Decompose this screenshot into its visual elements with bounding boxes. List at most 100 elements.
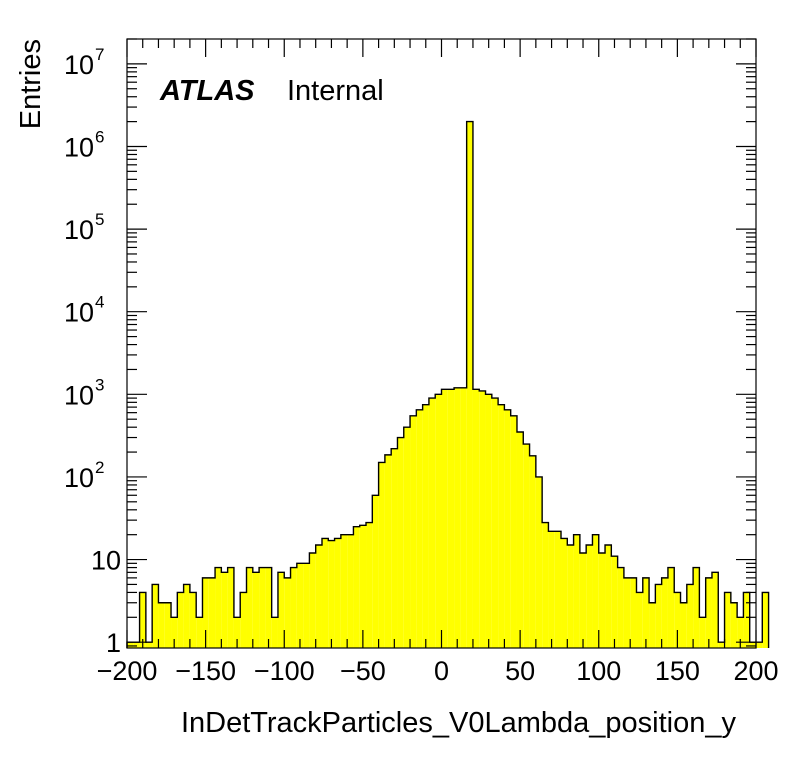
histogram-bin xyxy=(592,534,599,648)
histogram-bin xyxy=(498,404,505,648)
histogram-bin xyxy=(447,389,455,648)
y-tick-label: 10 xyxy=(64,463,94,493)
histogram-bin xyxy=(189,592,197,648)
x-tick-label: −150 xyxy=(175,656,236,686)
histogram-bin xyxy=(510,415,517,648)
histogram-bin xyxy=(686,584,694,648)
histogram-bin xyxy=(756,642,763,648)
x-tick-label: −50 xyxy=(340,656,386,686)
atlas-label: ATLAS xyxy=(159,75,255,107)
histogram-bin xyxy=(127,642,134,648)
histogram-bin xyxy=(642,577,650,648)
histogram-bin xyxy=(227,567,234,648)
internal-label: Internal xyxy=(287,75,384,107)
x-tick-label: −200 xyxy=(97,656,158,686)
histogram-bin xyxy=(315,545,322,648)
histogram-bin xyxy=(340,534,348,648)
x-tick-labels: −200 −150 −100 −50 0 50 100 150 200 xyxy=(97,656,779,686)
histogram-bin xyxy=(737,617,744,648)
histogram-bin xyxy=(611,556,618,648)
y-tick-label: 10 xyxy=(64,298,94,328)
y-tick-label: 10 xyxy=(64,215,94,245)
histogram-bin xyxy=(472,389,480,648)
histogram-bin xyxy=(353,526,360,648)
histogram-bin xyxy=(441,389,448,648)
histogram-bin xyxy=(252,572,260,648)
histogram-bin xyxy=(529,455,536,648)
histogram-bin xyxy=(674,592,681,648)
histogram-bin xyxy=(535,476,543,648)
histogram-bin xyxy=(630,577,637,648)
histogram-bin xyxy=(548,531,555,648)
histogram-bin xyxy=(303,563,310,648)
x-tick-label: 200 xyxy=(733,656,778,686)
histogram-bin xyxy=(164,602,172,648)
histogram-bin xyxy=(397,437,404,648)
histogram-bin xyxy=(586,545,593,648)
histogram-bin xyxy=(233,617,241,648)
y-tick-exponent: 7 xyxy=(95,45,104,64)
histogram-bin xyxy=(290,567,297,648)
y-tick-exponent: 6 xyxy=(95,127,104,146)
histogram-bin xyxy=(246,567,253,648)
histogram-bin xyxy=(416,409,423,648)
histogram-bin xyxy=(454,387,461,648)
histogram-bin xyxy=(623,577,631,648)
histogram-bin xyxy=(561,538,568,648)
histogram-bars xyxy=(126,120,770,648)
histogram-bin xyxy=(403,427,411,648)
histogram-bin xyxy=(762,592,769,648)
histogram-bin xyxy=(705,577,712,648)
histogram-bin xyxy=(485,394,492,648)
histogram-bin xyxy=(309,553,316,648)
histogram-bin xyxy=(730,602,738,648)
histogram-bin xyxy=(680,602,687,648)
histogram-bin xyxy=(391,448,398,648)
histogram-bin xyxy=(183,584,190,648)
histogram-bin xyxy=(655,584,662,648)
histogram-bin xyxy=(259,567,266,648)
x-tick-label: 0 xyxy=(434,656,449,686)
histogram-bin xyxy=(617,567,624,648)
y-tick-label: 1 xyxy=(106,628,121,658)
axis-ticks xyxy=(126,38,757,648)
histogram-bin xyxy=(321,538,329,648)
histogram-bin xyxy=(284,577,291,648)
histogram-bin xyxy=(384,454,392,648)
y-tick-exponent: 3 xyxy=(95,375,104,394)
histogram-bin xyxy=(661,577,668,648)
histogram-bin xyxy=(711,572,719,648)
histogram-bin xyxy=(177,592,184,648)
histogram-bin xyxy=(466,121,473,648)
histogram-bin xyxy=(749,642,756,648)
histogram-bin xyxy=(636,592,643,648)
histogram-bin xyxy=(202,577,209,648)
histogram-bin xyxy=(554,531,562,648)
histogram-bin xyxy=(479,390,486,648)
histogram-bin xyxy=(718,642,725,648)
x-tick-label: 150 xyxy=(655,656,700,686)
histogram-bin xyxy=(516,431,524,648)
histogram-bin xyxy=(328,540,335,648)
x-tick-label: 100 xyxy=(576,656,621,686)
histogram-bin xyxy=(667,567,675,648)
histogram-bin xyxy=(215,567,222,648)
histogram-bin xyxy=(435,394,442,648)
histogram-bin xyxy=(378,462,385,648)
histogram-bin xyxy=(724,592,731,648)
histogram-bin xyxy=(743,592,750,648)
histogram-bin xyxy=(221,572,228,648)
histogram-bin xyxy=(359,525,367,648)
y-axis-title: Entries xyxy=(15,39,47,129)
histogram-bin xyxy=(422,404,429,648)
y-tick-exponent: 5 xyxy=(95,210,104,229)
histogram-bin xyxy=(133,642,140,648)
histogram-bin xyxy=(567,545,574,648)
histogram-bin xyxy=(372,495,379,648)
histogram-bin xyxy=(693,567,700,648)
histogram-bin xyxy=(208,577,216,648)
histogram-bin xyxy=(491,398,499,648)
y-tick-label: 10 xyxy=(64,50,94,80)
